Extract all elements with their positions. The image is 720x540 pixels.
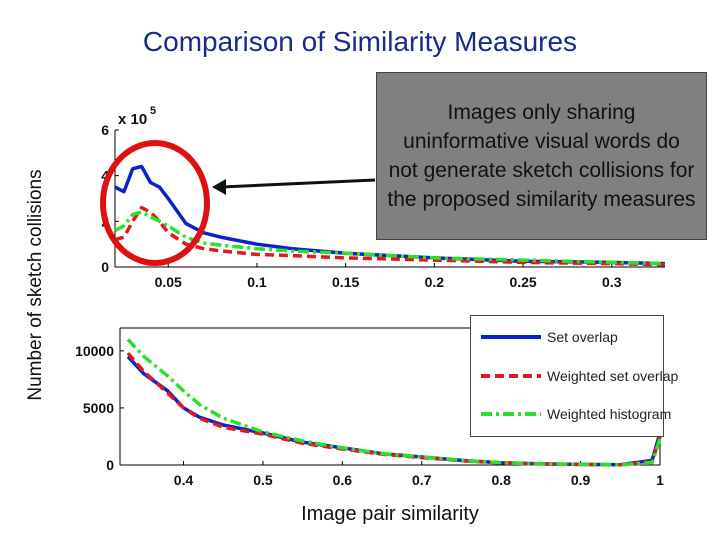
y-exponent-power: 5 — [150, 105, 156, 117]
x-tick-label: 0.3 — [602, 274, 622, 290]
series-line-weighted-histogram — [126, 338, 662, 467]
callout-arrow — [221, 178, 376, 189]
x-tick-label: 0.7 — [412, 472, 432, 488]
x-tick-label: 0.5 — [253, 472, 273, 488]
x-tick-label: 0.9 — [571, 472, 591, 488]
y-tick-label: 0 — [101, 259, 109, 275]
legend-item-set-overlap: Set overlap — [481, 327, 618, 347]
x-axis-label: Image pair similarity — [301, 503, 479, 525]
legend-swatch-set-overlap — [481, 335, 541, 339]
x-tick-label: 0.2 — [425, 274, 445, 290]
lower-panel: 0.4 0.5 0.6 0.7 0.8 0.9 1 0 5000 10000 — [75, 327, 664, 488]
y-tick-label: 4 — [101, 168, 109, 184]
x-tick-label: 0.25 — [509, 274, 536, 290]
legend-swatch-weighted-set-overlap — [481, 374, 541, 378]
slide-title: Comparison of Similarity Measures — [142, 26, 578, 57]
y-tick-label: 5000 — [83, 400, 114, 416]
x-tick-label: 1 — [656, 472, 664, 488]
callout-arrowhead — [212, 179, 226, 195]
x-tick-label: 0.15 — [332, 274, 359, 290]
legend-item-weighted-set-overlap: Weighted set overlap — [481, 366, 678, 386]
x-tick-label: 0.4 — [174, 472, 194, 488]
x-tick-label: 0.8 — [491, 472, 511, 488]
y-tick-label: 10000 — [75, 343, 114, 359]
x-tick-label: 0.1 — [247, 274, 267, 290]
series-line-set-overlap — [114, 164, 666, 266]
legend-swatch-weighted-histogram — [481, 412, 541, 416]
series-line-weighted-set-overlap — [126, 351, 662, 467]
legend-item-weighted-histogram: Weighted histogram — [481, 404, 671, 424]
y-exponent-label: x 10 — [118, 111, 147, 128]
series-line-weighted-histogram — [114, 210, 666, 266]
callout-text: Images only sharing uninformative visual… — [387, 101, 696, 211]
y-tick-label: 0 — [106, 457, 114, 473]
x-tick-label: 0.05 — [155, 274, 182, 290]
y-tick-label: 6 — [101, 122, 109, 138]
legend-label: Weighted set overlap — [547, 368, 679, 384]
highlight-circle — [100, 140, 210, 266]
callout-box: Images only sharing uninformative visual… — [376, 72, 707, 240]
legend-label: Set overlap — [547, 329, 618, 345]
chart-legend: Set overlap Weighted set overlap Weighte… — [470, 315, 678, 437]
series-line-weighted-set-overlap — [114, 205, 666, 267]
legend-label: Weighted histogram — [547, 406, 672, 422]
x-tick-label: 0.6 — [333, 472, 353, 488]
